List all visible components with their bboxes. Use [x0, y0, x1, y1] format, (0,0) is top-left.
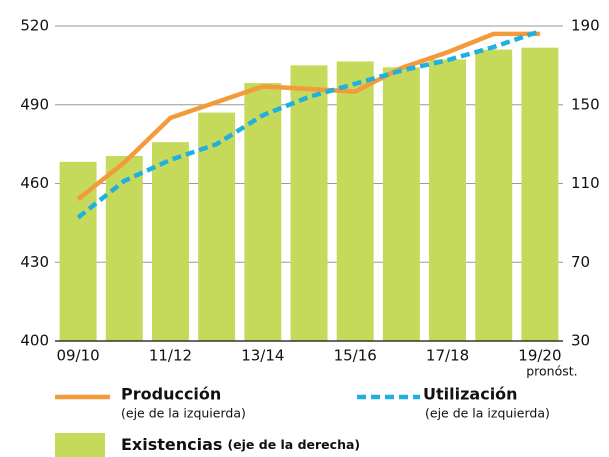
- bar: [105, 155, 143, 341]
- annotation: pronóst.: [526, 364, 577, 379]
- line: [76, 29, 541, 220]
- legend-note: (eje de la izquierda): [425, 406, 550, 421]
- x-tick-label: 19/20: [518, 347, 561, 365]
- line: [76, 31, 540, 202]
- x-tick-label: 13/14: [241, 347, 284, 365]
- bar: [336, 61, 374, 341]
- y2-tick-label: 150: [571, 95, 600, 113]
- legend-label: Existencias (eje de la derecha): [121, 435, 360, 454]
- y-tick-label: 520: [20, 17, 49, 35]
- bar: [521, 47, 559, 341]
- y2-tick-label: 190: [571, 17, 600, 35]
- legend-swatch: [55, 433, 105, 457]
- y-tick-label: 460: [20, 174, 49, 192]
- bar: [475, 49, 513, 341]
- y2-tick-label: 70: [571, 253, 590, 271]
- bar: [382, 67, 420, 341]
- y2-tick-label: 30: [571, 332, 590, 350]
- bar: [429, 59, 467, 341]
- y2-tick-label: 110: [571, 174, 600, 192]
- y-tick-label: 430: [20, 253, 49, 271]
- y-tick-label: 400: [20, 332, 49, 350]
- x-tick-label: 09/10: [56, 347, 99, 365]
- bar: [290, 65, 328, 341]
- legend-note: (eje de la izquierda): [121, 406, 246, 421]
- x-tick-label: 11/12: [149, 347, 192, 365]
- x-tick-label: 15/16: [334, 347, 377, 365]
- legend-name: Existencias: [121, 435, 222, 454]
- legend-name: Utilización: [423, 385, 518, 404]
- legend-note: (eje de la derecha): [227, 437, 360, 452]
- bar: [151, 142, 189, 341]
- x-tick-label: 17/18: [426, 347, 469, 365]
- bar: [244, 83, 282, 341]
- y-tick-label: 490: [20, 95, 49, 113]
- legend-name: Producción: [121, 385, 221, 404]
